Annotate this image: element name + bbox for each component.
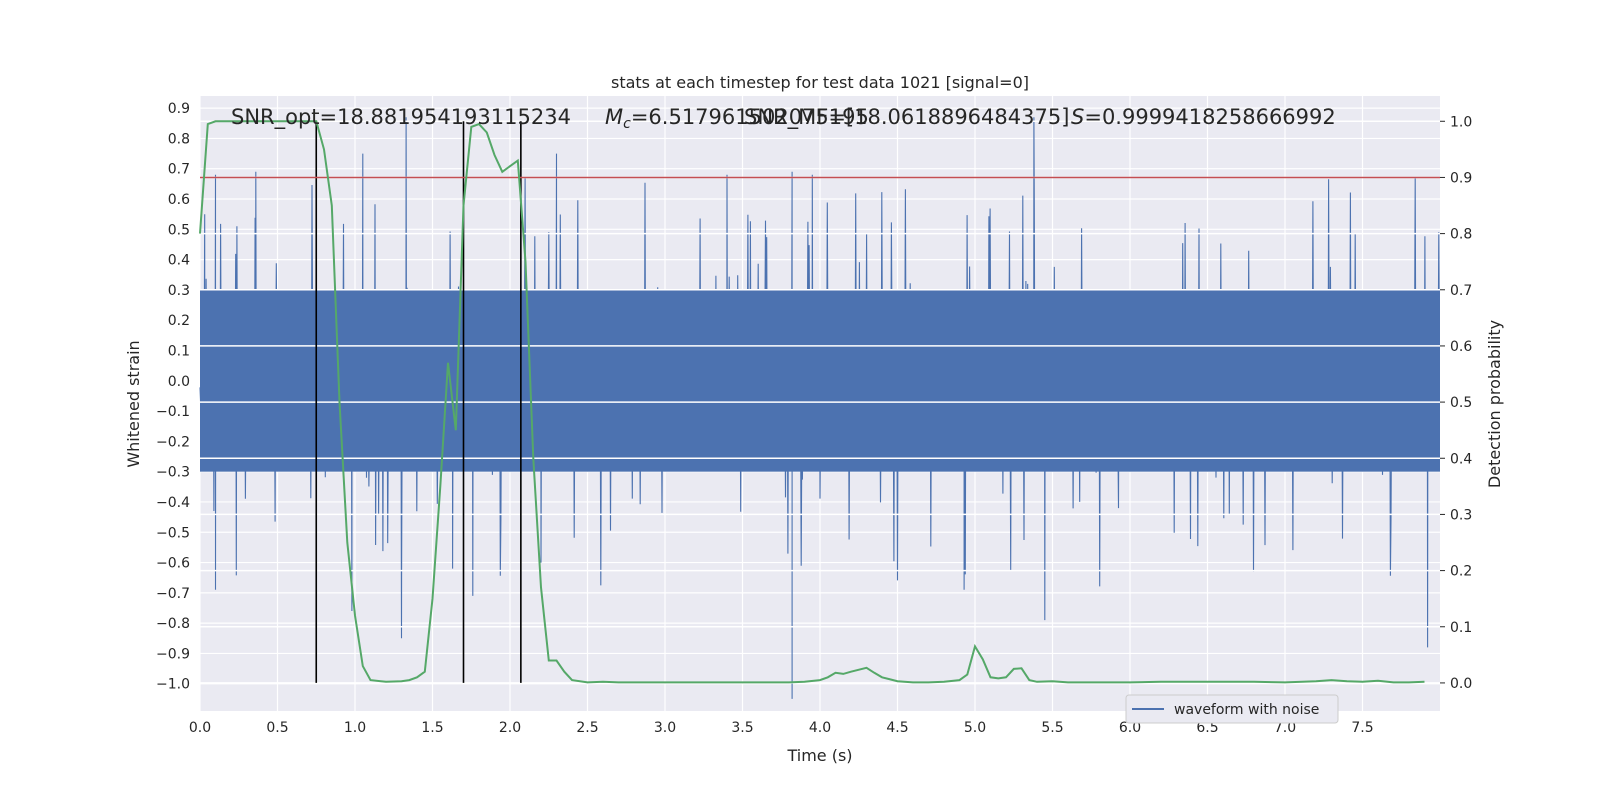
y-left-tick-label: −0.6 <box>156 556 190 572</box>
y-left-tick-label: −0.9 <box>156 646 190 662</box>
y-left-tick-label: −0.4 <box>156 495 190 511</box>
x-tick-label: 4.0 <box>809 720 831 736</box>
x-tick-label: 0.5 <box>266 720 288 736</box>
y-left-tick-label: 0.3 <box>168 283 190 299</box>
x-tick-label: 1.0 <box>344 720 366 736</box>
y-left-tick-label: 0.4 <box>168 253 190 269</box>
y-left-tick-label: 0.0 <box>168 374 190 390</box>
x-tick-label: 2.0 <box>499 720 521 736</box>
probability-series <box>199 120 1425 684</box>
x-tick-label: 7.0 <box>1274 720 1296 736</box>
annotation-mc-value: =6.517961502075195 <box>631 105 869 129</box>
x-tick-label: 4.5 <box>886 720 908 736</box>
y-right-tick-label: 0.5 <box>1450 395 1472 411</box>
annotation-mc-symbol: M <box>605 105 623 129</box>
y-left-tick-label: −0.1 <box>156 404 190 420</box>
annotation-s-symbol: S <box>1071 105 1084 129</box>
y-right-axis-label: Detection probability <box>1485 320 1504 488</box>
chart-title: stats at each timestep for test data 102… <box>611 73 1029 92</box>
y-left-tick-label: 0.5 <box>168 222 190 238</box>
y-right-tick-label: 0.6 <box>1450 339 1472 355</box>
y-left-tick-label: −0.2 <box>156 434 190 450</box>
waveform-series <box>199 117 1440 699</box>
y-left-tick-label: 0.2 <box>168 313 190 329</box>
x-tick-label: 6.0 <box>1119 720 1141 736</box>
legend: waveform with noise <box>1125 694 1339 724</box>
y-right-axis-ticks: 0.0 0.1 0.2 0.3 0.4 0.5 0.6 0.7 0.8 0.9 1.0 <box>1440 114 1472 692</box>
probability-line <box>199 120 1425 684</box>
x-tick-label: 5.5 <box>1041 720 1063 736</box>
x-axis-ticks: 0.0 0.5 1.0 1.5 2.0 2.5 3.0 3.5 4.0 4.5 5.0 5.5 6.0 6… <box>189 720 1374 736</box>
x-axis-label: Time (s) <box>786 746 852 765</box>
annotation-s-value: =0.9999418258666992 <box>1084 105 1335 129</box>
y-left-tick-label: 0.7 <box>168 162 190 178</box>
annotation-mc: Mc=6.517961502075195 <box>605 105 869 132</box>
x-tick-label: 5.0 <box>964 720 986 736</box>
y-left-axis-label: Whitened strain <box>124 340 143 467</box>
x-tick-label: 3.5 <box>731 720 753 736</box>
x-tick-label: 3.0 <box>654 720 676 736</box>
annotation-snr-opt: SNR_opt=18.881954193115234 <box>231 105 571 130</box>
y-left-tick-label: 0.6 <box>168 192 190 208</box>
annotation-snr-mf: SNR_MF=[18.0618896484375] <box>744 105 1069 130</box>
y-right-tick-label: 0.7 <box>1450 283 1472 299</box>
y-right-tick-label: 0.3 <box>1450 507 1472 523</box>
x-tick-label: 2.5 <box>576 720 598 736</box>
y-left-tick-label: 0.1 <box>168 343 190 359</box>
annotation-s: S=0.9999418258666992 <box>1071 105 1336 129</box>
y-left-tick-label: −0.3 <box>156 465 190 481</box>
waveform-core-band <box>200 289 1440 472</box>
y-right-tick-label: 0.8 <box>1450 227 1472 243</box>
y-left-tick-label: −1.0 <box>156 677 190 693</box>
y-left-tick-label: −0.8 <box>156 616 190 632</box>
y-right-tick-label: 0.1 <box>1450 620 1472 636</box>
y-right-tick-label: 0.0 <box>1450 676 1472 692</box>
x-tick-label: 1.5 <box>421 720 443 736</box>
legend-box <box>1125 694 1339 724</box>
y-right-tick-label: 1.0 <box>1450 114 1472 130</box>
y-right-tick-label: 0.2 <box>1450 564 1472 580</box>
y-left-tick-label: 0.8 <box>168 131 190 147</box>
x-tick-label: 0.0 <box>189 720 211 736</box>
y-left-tick-label: 0.9 <box>168 101 190 117</box>
x-tick-label: 6.5 <box>1196 720 1218 736</box>
y-right-tick-label: 0.4 <box>1450 451 1472 467</box>
y-right-tick-label: 0.9 <box>1450 170 1472 186</box>
x-tick-label: 7.5 <box>1351 720 1373 736</box>
annotation-mc-subscript: c <box>623 116 631 132</box>
legend-entry: waveform with noise <box>1174 702 1319 718</box>
y-left-axis-ticks: 0.9 0.8 0.7 0.6 0.5 0.4 0.3 0.2 0.1 0.0 −0.1 −0.2 −0… <box>156 101 190 693</box>
y-left-tick-label: −0.5 <box>156 525 190 541</box>
y-left-tick-label: −0.7 <box>156 586 190 602</box>
